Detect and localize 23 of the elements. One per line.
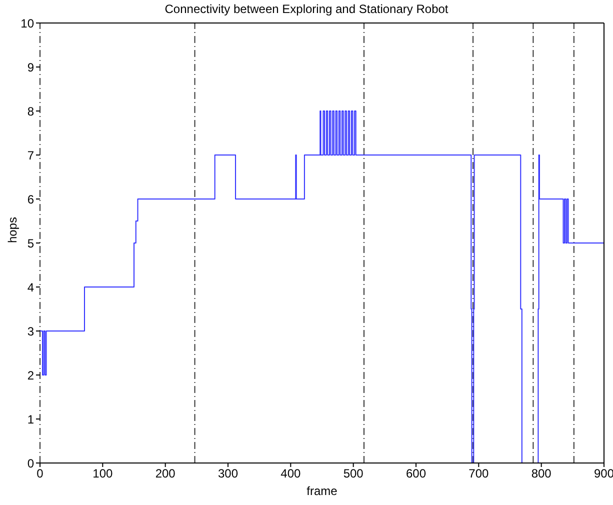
x-tick-label: 600 [406, 466, 426, 481]
y-tick-label: 5 [27, 236, 34, 250]
y-tick-label: 2 [27, 368, 34, 382]
y-tick-label: 7 [27, 148, 34, 162]
x-tick-label: 700 [468, 466, 489, 481]
y-tick-label: 10 [20, 16, 34, 30]
x-tick-label: 0 [36, 466, 44, 481]
x-tick-label: 100 [92, 466, 113, 481]
x-tick-label: 200 [155, 466, 176, 481]
y-tick-label: 3 [27, 324, 34, 338]
y-tick-label: 1 [27, 412, 34, 426]
y-tick-label: 4 [27, 280, 34, 294]
x-axis-title: frame [306, 484, 338, 498]
y-tick-label: 8 [27, 104, 34, 118]
x-tick-label: 500 [343, 466, 364, 481]
x-tick-label: 300 [218, 466, 238, 481]
x-tick-label: 400 [280, 466, 301, 481]
chart-title: Connectivity between Exploring and Stationary Robot [164, 2, 450, 16]
y-tick-label: 9 [27, 60, 34, 74]
y-tick-label: 6 [27, 192, 34, 206]
y-tick-label: 0 [27, 456, 34, 470]
x-tick-label: 800 [531, 466, 552, 481]
y-axis-title: hops [5, 216, 20, 243]
